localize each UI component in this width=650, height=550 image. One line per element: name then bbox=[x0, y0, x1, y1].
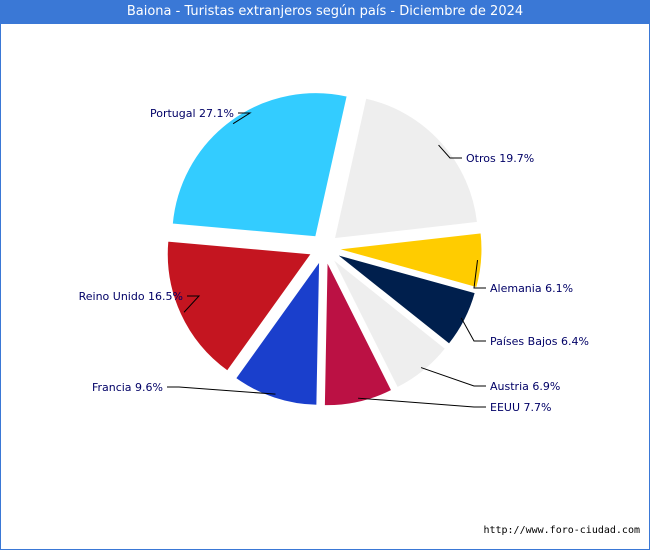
slice-labels: Otros 19.7% Alemania 6.1% Países Bajos 6.4… bbox=[79, 107, 589, 414]
slice-reino-unido[interactable] bbox=[166, 240, 313, 372]
leader-line-eeuu bbox=[358, 397, 486, 408]
slice-otros[interactable] bbox=[333, 97, 479, 240]
leader-line-francia bbox=[167, 386, 276, 395]
label-reino-unido: Reino Unido 16.5% bbox=[79, 290, 183, 303]
leader-line-portugal bbox=[232, 112, 252, 125]
slice-francia[interactable] bbox=[234, 259, 321, 406]
slice-eeuu[interactable] bbox=[323, 261, 393, 407]
label-alemania: Alemania 6.1% bbox=[490, 282, 573, 295]
source-url[interactable]: http://www.foro-ciudad.com bbox=[483, 525, 640, 536]
label-portugal: Portugal 27.1% bbox=[150, 107, 234, 120]
label-austria: Austria 6.9% bbox=[490, 380, 560, 393]
leader-line-paises-bajos bbox=[460, 317, 486, 342]
label-paises-bajos: Países Bajos 6.4% bbox=[490, 335, 589, 348]
label-otros: Otros 19.7% bbox=[466, 152, 534, 165]
slice-austria[interactable] bbox=[332, 258, 447, 389]
leader-line-reino-unido bbox=[183, 295, 201, 313]
chart-title: Baiona - Turistas extranjeros según país… bbox=[0, 0, 650, 24]
label-eeuu: EEUU 7.7% bbox=[490, 401, 551, 414]
pie-slices bbox=[166, 92, 483, 407]
leader-lines bbox=[167, 112, 486, 408]
leader-line-austria bbox=[420, 367, 486, 387]
leader-line-otros bbox=[438, 144, 462, 159]
slice-paises-bajos[interactable] bbox=[336, 253, 476, 345]
leader-line-alemania bbox=[473, 260, 486, 289]
label-francia: Francia 9.6% bbox=[92, 381, 163, 394]
slice-portugal[interactable] bbox=[171, 92, 348, 238]
